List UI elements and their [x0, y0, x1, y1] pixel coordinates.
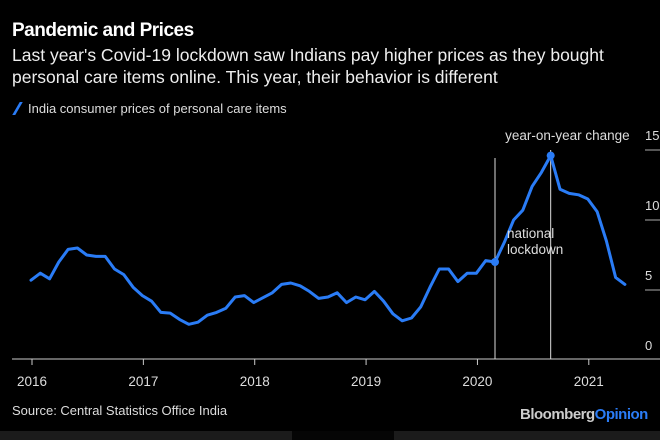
brand-logo: BloombergOpinion — [520, 406, 648, 423]
y-axis-annotation: year-on-year change — [505, 128, 630, 143]
legend: India consumer prices of personal care i… — [12, 101, 287, 116]
brand-opinion: Opinion — [594, 406, 649, 423]
x-tick-label: 2020 — [462, 374, 492, 389]
x-tick-label: 2017 — [128, 374, 158, 389]
series-line-personal-care-prices — [29, 154, 627, 326]
subtitle-line-2: personal care items online. This year, t… — [12, 67, 498, 87]
y-tick-label: 0 — [645, 338, 652, 353]
chart-title: Pandemic and Prices — [12, 20, 194, 41]
bottom-strip-block — [292, 431, 394, 440]
subtitle-line-1: Last year's Covid-19 lockdown saw Indian… — [12, 45, 604, 65]
highlight-point — [491, 258, 499, 266]
chart-subtitle: Last year's Covid-19 lockdown saw Indian… — [12, 44, 660, 88]
legend-label: India consumer prices of personal care i… — [28, 101, 287, 116]
bottom-strip — [0, 431, 660, 440]
source-note: Source: Central Statistics Office India — [12, 403, 228, 418]
highlight-point — [546, 151, 555, 160]
lockdown-annotation-line-2: lockdown — [507, 242, 563, 257]
x-tick-label: 2018 — [240, 374, 270, 389]
y-tick-label: 15% — [645, 128, 660, 143]
lockdown-annotation-line-1: national — [507, 226, 554, 241]
y-tick-label: 5 — [645, 268, 652, 283]
x-tick-label: 2019 — [351, 374, 381, 389]
brand-bloomberg: Bloomberg — [520, 406, 595, 423]
x-tick-label: 2021 — [574, 374, 604, 389]
x-tick-label: 2016 — [17, 374, 47, 389]
y-tick-label: 10 — [645, 198, 659, 213]
